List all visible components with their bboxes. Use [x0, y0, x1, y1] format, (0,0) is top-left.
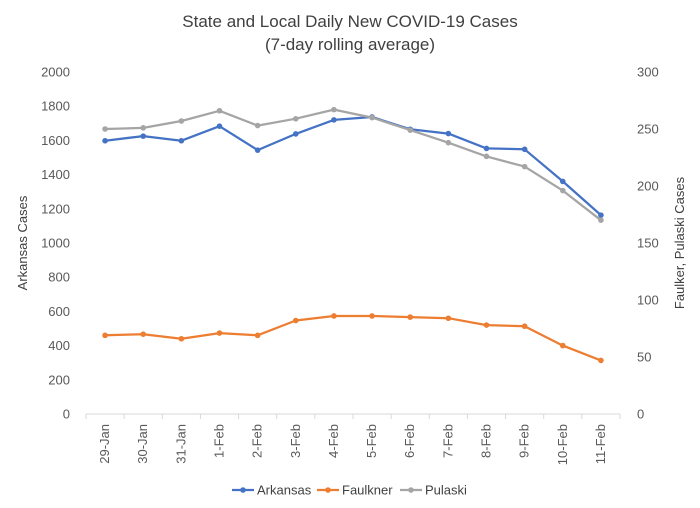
- series-line-faulkner: [105, 314, 602, 362]
- data-point-faulkner: [254, 332, 261, 339]
- x-tick-label: 5-Feb: [364, 424, 379, 458]
- x-tick-label: 10-Feb: [555, 424, 570, 465]
- data-point-faulkner: [102, 332, 108, 339]
- x-tick-label: 3-Feb: [288, 424, 303, 458]
- data-point-arkansas: [292, 131, 299, 137]
- series-group: [102, 106, 604, 364]
- series-line-arkansas: [104, 115, 602, 216]
- data-point-arkansas: [254, 147, 261, 153]
- y-left-tick-label: 1600: [41, 133, 70, 148]
- chart-title: State and Local Daily New COVID-19 Cases: [182, 12, 517, 31]
- y-left-tick-label: 800: [48, 270, 70, 285]
- data-point-faulkner: [331, 313, 337, 319]
- y-right-tick-label: 50: [637, 350, 651, 365]
- data-point-faulkner: [445, 315, 452, 322]
- y-right-tick-label: 250: [637, 122, 659, 137]
- x-tick-label: 8-Feb: [479, 424, 494, 458]
- data-point-faulkner: [521, 323, 528, 330]
- y-right-tick-label: 100: [637, 293, 659, 308]
- y-right-tick-label: 200: [637, 179, 659, 194]
- x-tick-label: 29-Jan: [97, 424, 112, 464]
- x-tick-label: 2-Feb: [250, 424, 265, 458]
- y-axis-left-label: Arkansas Cases: [15, 195, 30, 290]
- data-point-arkansas: [559, 178, 566, 185]
- data-point-pulaski: [254, 122, 261, 129]
- legend-label-faulkner: Faulkner: [342, 483, 393, 498]
- data-point-arkansas: [598, 212, 604, 218]
- y-left-tick-label: 600: [48, 304, 70, 319]
- y-right-tick-label: 300: [637, 65, 659, 80]
- legend-marker-arkansas: [240, 487, 246, 493]
- data-point-arkansas: [216, 123, 223, 130]
- legend: Arkansas Faulkner Pulaski: [232, 483, 467, 498]
- legend-label-arkansas: Arkansas: [257, 483, 312, 498]
- x-tick-label: 4-Feb: [326, 424, 341, 458]
- data-point-faulkner: [140, 331, 147, 338]
- data-point-faulkner: [407, 314, 414, 320]
- x-tick-label: 31-Jan: [173, 424, 188, 464]
- data-point-faulkner: [369, 313, 375, 319]
- data-point-pulaski: [445, 139, 452, 146]
- data-point-arkansas: [445, 130, 452, 137]
- x-tick-label: 6-Feb: [402, 424, 417, 458]
- data-point-arkansas: [102, 137, 108, 144]
- data-point-pulaski: [483, 153, 490, 160]
- x-tick-label: 1-Feb: [212, 424, 227, 458]
- y-left-tick-label: 0: [63, 407, 70, 422]
- data-point-pulaski: [140, 125, 147, 131]
- legend-label-pulaski: Pulaski: [425, 483, 467, 498]
- data-point-pulaski: [521, 163, 528, 170]
- x-tick-label: 30-Jan: [135, 424, 150, 464]
- data-point-faulkner: [178, 335, 185, 342]
- x-tick-label: 9-Feb: [517, 424, 532, 458]
- y-right-tick-label: 0: [637, 407, 644, 422]
- data-point-pulaski: [102, 126, 108, 132]
- y-left-tick-label: 1800: [41, 99, 70, 114]
- data-point-pulaski: [331, 106, 337, 113]
- series-line-pulaski: [105, 108, 602, 222]
- x-tick-label: 7-Feb: [440, 424, 455, 458]
- legend-marker-faulkner: [325, 487, 331, 493]
- y-axis-right-label: Faulker, Pulaski Cases: [672, 176, 687, 309]
- legend-marker-pulaski: [408, 487, 414, 493]
- y-axis-right-ticks: 0 50 100 150 200 250 300: [637, 65, 659, 422]
- data-point-pulaski: [369, 114, 375, 121]
- data-point-pulaski: [178, 118, 185, 124]
- y-left-tick-label: 1400: [41, 167, 70, 182]
- data-point-arkansas: [521, 146, 528, 153]
- y-left-tick-label: 200: [48, 372, 70, 387]
- y-axis-left-ticks: 0 200 400 600 800 1000 1200 1400 1600 1800 2000: [41, 65, 70, 422]
- data-point-faulkner: [216, 330, 223, 336]
- chart-subtitle: (7-day rolling average): [265, 35, 435, 54]
- data-point-pulaski: [598, 217, 604, 223]
- y-left-tick-label: 2000: [41, 65, 70, 80]
- data-point-faulkner: [483, 322, 490, 328]
- data-point-arkansas: [178, 137, 185, 144]
- y-left-tick-label: 1000: [41, 236, 70, 251]
- data-point-arkansas: [331, 117, 337, 123]
- x-tick-label: 11-Feb: [593, 424, 608, 464]
- x-axis-ticks: 29-Jan 30-Jan 31-Jan 1-Feb 2-Feb 3-Feb 4-Feb 5-…: [85, 414, 621, 465]
- y-left-tick-label: 400: [48, 338, 70, 353]
- data-point-arkansas: [140, 133, 147, 139]
- data-point-pulaski: [216, 107, 223, 114]
- data-point-faulkner: [598, 357, 604, 364]
- data-point-pulaski: [559, 187, 566, 194]
- data-point-arkansas: [483, 145, 490, 152]
- data-point-pulaski: [407, 127, 414, 133]
- data-point-pulaski: [292, 115, 299, 122]
- data-point-faulkner: [292, 317, 299, 324]
- y-left-tick-label: 1200: [41, 201, 70, 216]
- data-point-faulkner: [559, 342, 566, 349]
- y-right-tick-label: 150: [637, 236, 659, 251]
